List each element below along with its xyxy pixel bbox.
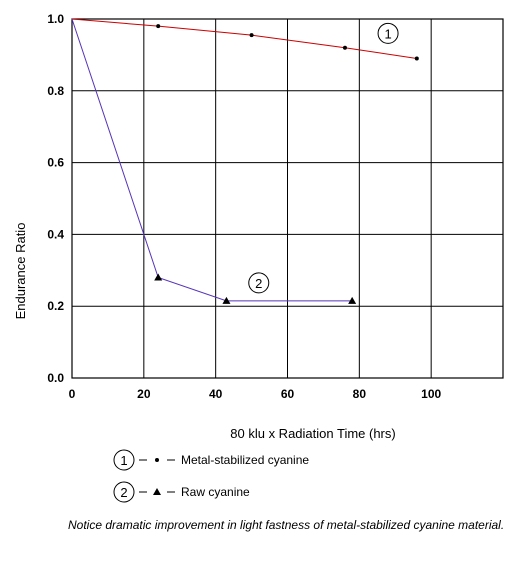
series-layer: 12 — [71, 18, 419, 304]
dot-marker — [249, 33, 254, 38]
y-axis-title: Endurance Ratio — [13, 223, 28, 320]
y-axis-ticks: 0.0 0.2 0.4 0.6 0.8 1.0 — [47, 12, 64, 385]
legend-number-circle — [113, 481, 135, 503]
series-line-2 — [71, 18, 353, 302]
y-tick-label: 0.0 — [47, 371, 64, 385]
series-label-circle — [248, 272, 270, 294]
triangle-marker — [222, 296, 231, 304]
x-tick-label: 100 — [421, 387, 441, 401]
legend-number: 1 — [120, 453, 127, 468]
series-label-number: 1 — [384, 26, 391, 41]
legend-text: Raw cyanine — [181, 485, 250, 499]
x-tick-label: 80 — [353, 387, 367, 401]
plot-frame — [71, 18, 504, 379]
x-tick-label: 60 — [281, 387, 295, 401]
x-tick-label: 20 — [137, 387, 151, 401]
dot-marker — [156, 24, 161, 29]
legend-text: Metal-stabilized cyanine — [181, 453, 309, 467]
y-tick-label: 0.2 — [47, 299, 64, 313]
legend-number-circle — [113, 449, 135, 471]
series-line-1 — [71, 18, 417, 59]
legend: 1 Metal-stabilized cyanine 2 Raw cyanine — [113, 449, 309, 503]
y-tick-label: 1.0 — [47, 12, 64, 26]
triangle-marker — [154, 273, 163, 281]
x-tick-label: 0 — [69, 387, 76, 401]
dot-marker — [414, 56, 419, 61]
footnote: Notice dramatic improvement in light fas… — [68, 518, 505, 532]
series-label-number: 2 — [255, 276, 262, 291]
y-tick-label: 0.6 — [47, 156, 64, 170]
x-tick-label: 40 — [209, 387, 223, 401]
y-tick-label: 0.4 — [47, 227, 64, 241]
dot-marker — [155, 458, 159, 462]
x-axis-title: 80 klu x Radiation Time (hrs) — [230, 426, 395, 441]
dot-marker — [342, 45, 347, 50]
chart: 0.0 0.2 0.4 0.6 0.8 1.0 0 20 40 60 80 100 Enduranc… — [13, 12, 504, 503]
series-label-circle — [377, 22, 399, 44]
y-tick-label: 0.8 — [47, 84, 64, 98]
legend-number: 2 — [120, 485, 127, 500]
x-axis-ticks: 0 20 40 60 80 100 — [69, 387, 442, 401]
triangle-marker — [153, 488, 161, 495]
triangle-marker — [348, 296, 357, 304]
grid — [71, 18, 504, 379]
